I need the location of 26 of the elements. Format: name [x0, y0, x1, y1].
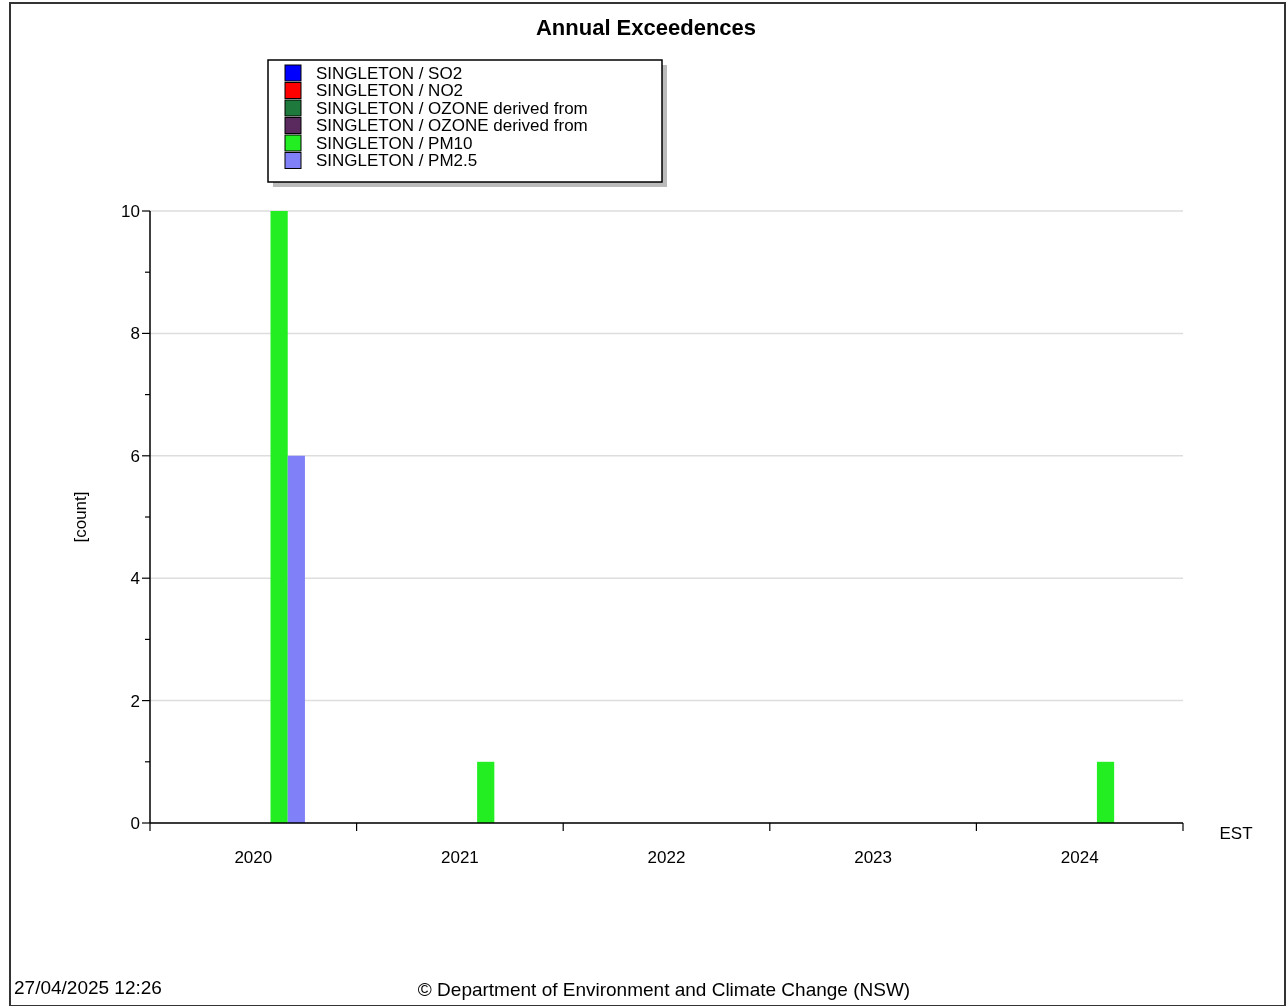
y-tick-label: 6 — [130, 446, 140, 466]
x-tick-label: 2020 — [234, 848, 273, 867]
x-tick-label: 2023 — [854, 848, 893, 867]
x-tick-label: 2024 — [1060, 848, 1099, 867]
y-tick-label: 0 — [130, 813, 140, 833]
y-tick-label: 4 — [130, 569, 140, 589]
legend-label: SINGLETON / OZONE derived from — [316, 116, 588, 136]
bar — [287, 455, 305, 823]
legend-label: SINGLETON / PM2.5 — [316, 151, 478, 171]
x-tick-label: 2021 — [440, 848, 479, 867]
legend-label: SINGLETON / PM10 — [316, 133, 473, 153]
bar — [270, 211, 288, 823]
y-tick-label: 8 — [130, 324, 140, 344]
legend-label: SINGLETON / NO2 — [316, 81, 464, 101]
x-tick-label: 2022 — [647, 848, 686, 867]
y-axis-title: [count] — [71, 491, 90, 543]
legend-label: SINGLETON / SO2 — [316, 63, 463, 83]
x-axis-title: EST — [1219, 824, 1253, 843]
legend-label: SINGLETON / OZONE derived from — [316, 98, 588, 118]
bar — [477, 761, 495, 823]
y-tick-label: 2 — [130, 691, 140, 711]
bar — [1096, 761, 1115, 823]
text: 27/04/2025 12:26 — [14, 977, 162, 998]
chart-title: Annual Exceedences — [535, 15, 757, 40]
y-tick-label: 10 — [121, 201, 140, 221]
text: © Department of Environment and Climate Change (NSW) — [417, 979, 911, 1000]
